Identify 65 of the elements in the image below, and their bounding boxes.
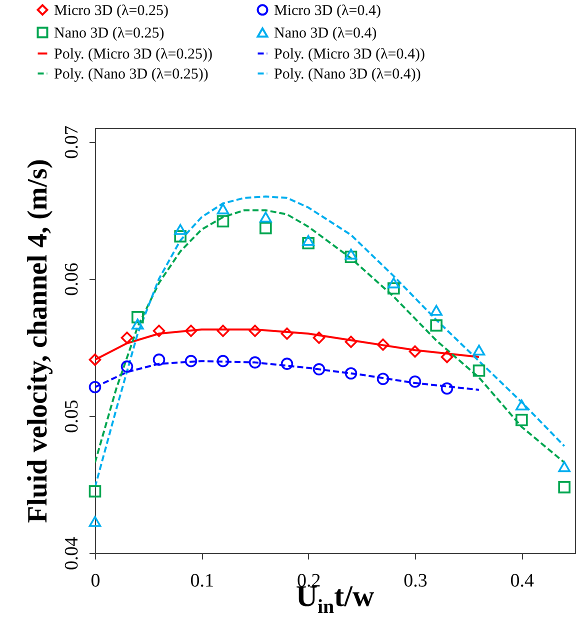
point [344, 367, 358, 380]
point [344, 336, 358, 348]
y-tick-label: 0.06 [62, 262, 82, 296]
point [152, 354, 166, 366]
point [516, 399, 528, 410]
point [312, 332, 326, 344]
point [216, 354, 230, 368]
y-tick-label: 0.07 [62, 126, 82, 159]
point [302, 234, 314, 246]
legend-label: Nano 3D (λ=0.4) [274, 26, 377, 42]
point [440, 350, 454, 364]
point [472, 344, 486, 356]
point [280, 358, 294, 370]
point [88, 516, 102, 527]
point [132, 311, 144, 324]
legend-label: Micro 3D (λ=0.4) [274, 2, 381, 19]
point [216, 203, 230, 214]
point [408, 345, 422, 358]
legend-label: Micro 3D (λ=0.25) [54, 2, 168, 19]
x-tick-label: 0.3 [404, 570, 428, 592]
point [216, 215, 230, 228]
y-tick-label: 0.04 [62, 536, 82, 570]
point [184, 324, 198, 338]
legend-label: Poly. (Micro 3D (λ=0.25)) [54, 46, 212, 62]
point [174, 230, 186, 242]
legend-label: Nano 3D (λ=0.25) [54, 26, 164, 42]
point [430, 304, 442, 316]
legend-label: Poly. (Micro 3D (λ=0.4)) [274, 46, 425, 62]
x-tick-label: 0.4 [510, 570, 535, 592]
point [260, 212, 272, 223]
point [558, 481, 570, 494]
point [120, 360, 134, 373]
point [344, 250, 358, 264]
point [408, 375, 422, 388]
point [260, 222, 272, 234]
point [132, 318, 144, 330]
legend-label: Poly. (Nano 3D (λ=0.25)) [54, 66, 208, 82]
x-tick-label: 0 [90, 570, 100, 592]
point [558, 461, 570, 472]
point [174, 224, 186, 235]
legend-label: Poly. (Nano 3D (λ=0.4)) [274, 66, 421, 82]
point [516, 414, 528, 426]
point [430, 319, 442, 332]
point [472, 364, 486, 377]
y-axis-title: Fluid velocity, channel 4, (m/s) [22, 159, 54, 523]
point [248, 324, 262, 338]
point [152, 324, 166, 338]
point [184, 354, 198, 368]
x-tick-label: 0.1 [190, 570, 214, 592]
point [376, 338, 390, 351]
point [248, 356, 262, 369]
point [344, 248, 358, 260]
point [88, 380, 102, 394]
point [302, 237, 314, 250]
point [388, 282, 400, 295]
point [376, 372, 390, 386]
y-tick-label: 0.05 [62, 400, 82, 434]
point [216, 324, 230, 338]
point [88, 354, 102, 366]
point [280, 328, 294, 340]
point [120, 332, 134, 344]
point [312, 363, 326, 376]
point [88, 485, 102, 498]
point [440, 382, 454, 395]
point [388, 277, 400, 288]
